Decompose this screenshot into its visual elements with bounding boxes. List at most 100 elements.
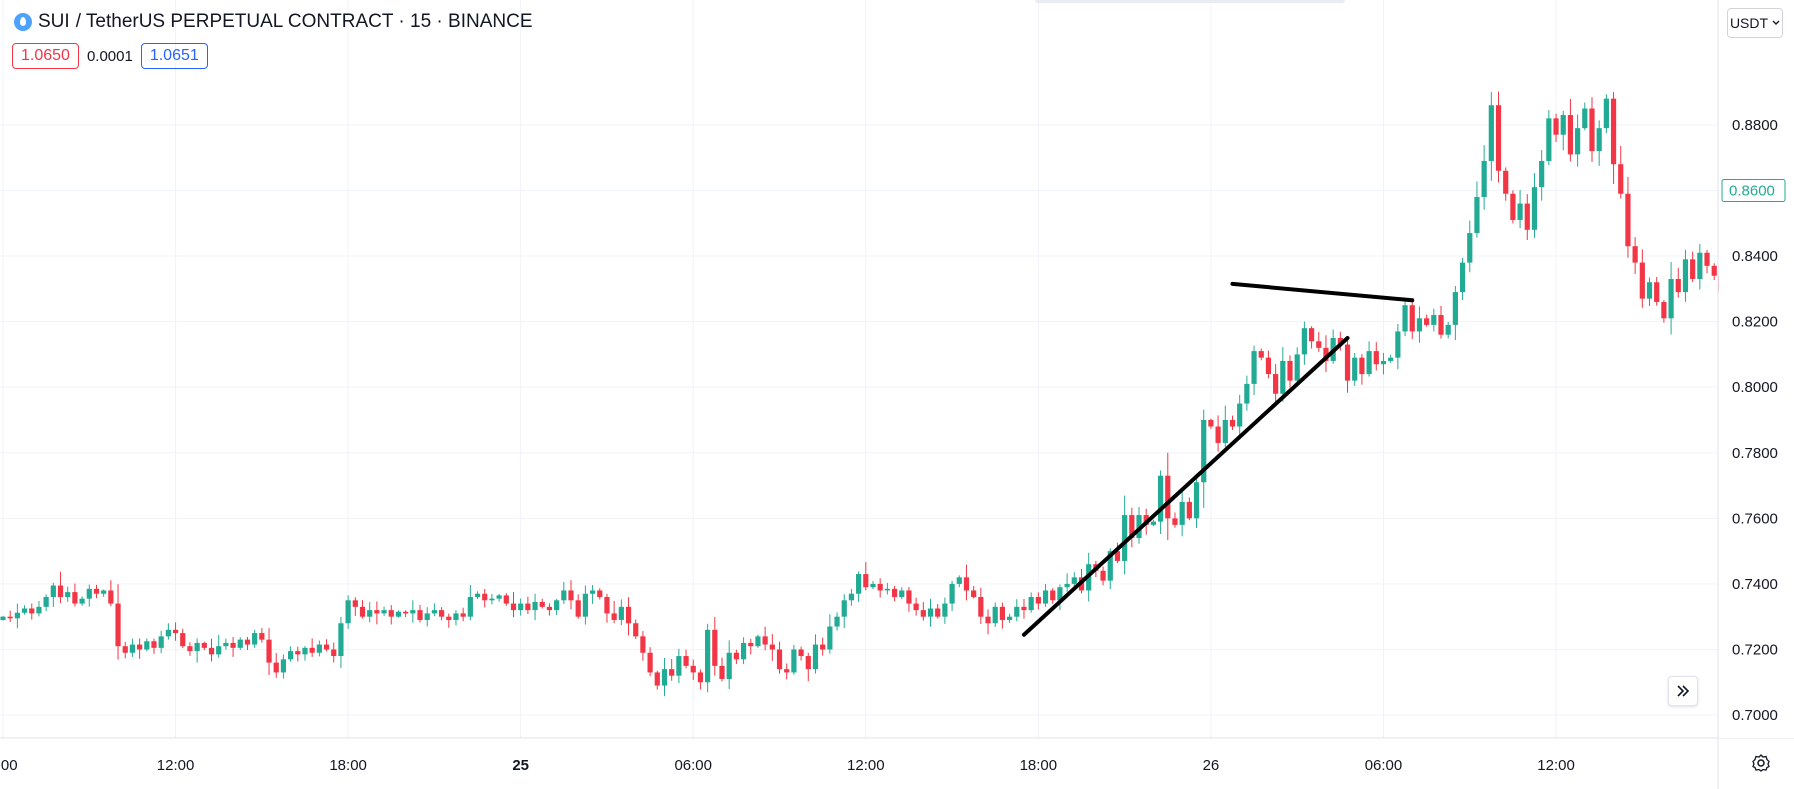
candle-body	[417, 610, 423, 620]
candle-body	[1165, 475, 1171, 519]
candle-body	[604, 597, 610, 614]
candle-body	[899, 590, 905, 598]
candle-body	[503, 595, 509, 604]
double-chevron-right-icon	[1677, 685, 1690, 697]
candle-body	[1172, 518, 1178, 525]
candle-body	[1531, 187, 1538, 230]
candle-body	[230, 642, 236, 648]
candle-body	[1589, 108, 1595, 152]
time-tick-label: 12:00	[157, 757, 195, 774]
candle-body	[172, 629, 179, 634]
candle-body	[1654, 282, 1660, 302]
bid-price-button[interactable]: 1.0650	[12, 43, 79, 69]
candle-body	[935, 608, 941, 617]
candle-body	[1474, 197, 1480, 234]
price-axis[interactable]: 0.7000 0.7200 0.7400 0.7600 0.7800 0.8000 0.82…	[1719, 0, 1794, 738]
time-tick-label: 18:00	[1020, 757, 1058, 774]
candle-body	[1639, 262, 1645, 299]
candle-body	[1107, 551, 1113, 581]
candle-body	[489, 598, 495, 601]
candle-body	[748, 642, 754, 647]
symbol-name[interactable]: SUI	[38, 11, 70, 32]
candle-body	[532, 601, 538, 611]
sui-logo-icon	[14, 13, 32, 31]
candle-body	[633, 623, 639, 637]
candle-body	[712, 629, 718, 666]
candle-body	[827, 626, 833, 650]
candle-body	[1452, 292, 1458, 325]
candle-body	[403, 611, 409, 614]
candle-body	[1186, 501, 1192, 519]
time-tick-label: 06:00	[1365, 757, 1403, 774]
candle-body	[331, 649, 337, 657]
candle-body	[36, 606, 42, 614]
time-tick-label: 26	[1203, 757, 1220, 774]
trendline[interactable]	[1021, 336, 1350, 637]
currency-selector[interactable]: USDT	[1727, 8, 1783, 38]
candle-body	[72, 592, 78, 604]
candle-body	[1316, 341, 1322, 348]
candle-body	[589, 590, 596, 594]
time-axis[interactable]: 6:00 12:00 18:00 25 06:00 12:00 18:00 26 06:00 12…	[0, 757, 1575, 774]
candle-body	[1301, 328, 1307, 355]
candle-body	[1553, 118, 1559, 135]
candle-body	[1287, 360, 1293, 381]
candle-body	[1618, 164, 1624, 194]
candle-body	[1582, 108, 1588, 129]
candle-body	[1488, 105, 1494, 161]
candle-body	[1395, 331, 1401, 358]
candle-body	[1438, 315, 1444, 335]
price-tick-label: 0.8200	[1732, 314, 1778, 331]
candle-body	[86, 588, 92, 599]
ask-price-button[interactable]: 1.0651	[140, 43, 208, 69]
price-tick-label: 0.7200	[1732, 641, 1778, 658]
candle-body	[1229, 419, 1236, 427]
candle-body	[1323, 347, 1329, 361]
price-tick-label: 0.7800	[1732, 445, 1778, 462]
candle-body	[518, 603, 524, 611]
candle-body	[956, 577, 962, 584]
current-price-label: 0.8600	[1729, 182, 1775, 199]
candle-body	[460, 613, 466, 617]
candle-body	[1337, 338, 1343, 345]
candle-body	[676, 656, 682, 676]
candle-body	[65, 592, 71, 598]
candle-body	[1546, 118, 1552, 161]
candle-body	[791, 649, 797, 673]
spread-value: 0.0001	[86, 47, 133, 65]
candle-body	[863, 574, 869, 588]
candle-body	[1503, 170, 1509, 194]
candle-body	[971, 590, 977, 598]
scroll-to-realtime-button[interactable]	[1668, 676, 1698, 706]
candle-body	[1495, 105, 1502, 171]
candle-body	[1308, 328, 1315, 342]
candle-body	[252, 633, 258, 645]
candle-body	[21, 608, 28, 613]
candle-body	[1251, 351, 1257, 384]
candle-body	[539, 601, 545, 607]
candle-body	[884, 588, 890, 591]
candle-body	[1481, 160, 1487, 198]
candlestick-series	[0, 91, 1794, 697]
candle-body	[1704, 252, 1710, 266]
candle-body	[856, 574, 862, 594]
candle-body	[705, 629, 711, 683]
trendline-drawings[interactable]	[1021, 281, 1415, 637]
candle-body	[661, 669, 668, 686]
trendline[interactable]	[1230, 281, 1415, 303]
currency-label: USDT	[1729, 15, 1769, 31]
candle-body	[1596, 128, 1602, 152]
time-tick-label: 06:00	[674, 757, 712, 774]
candle-body	[1625, 193, 1631, 247]
candle-body	[554, 600, 560, 611]
candle-body	[208, 647, 215, 655]
candle-body	[288, 651, 294, 660]
candle-body	[1294, 354, 1300, 381]
candle-body	[0, 616, 6, 620]
candle-body	[733, 652, 739, 660]
candle-body	[158, 636, 164, 648]
candle-body	[611, 613, 617, 620]
chart-title: SUI / TetherUS PERPETUAL CONTRACT · 15 ·…	[14, 11, 533, 33]
gear-icon[interactable]	[1750, 752, 1772, 774]
